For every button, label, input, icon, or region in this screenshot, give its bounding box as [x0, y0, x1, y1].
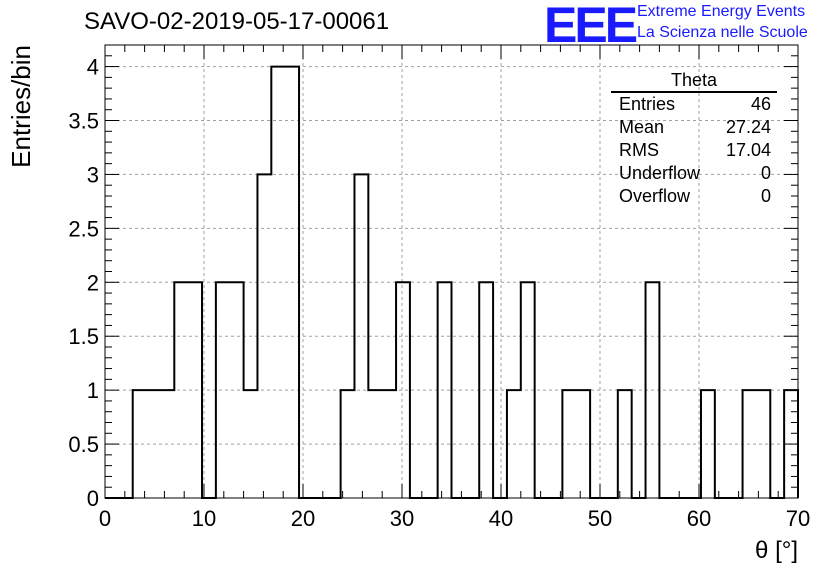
y-tick-label: 1.5: [68, 324, 99, 349]
logo-text-line2: La Scienza nelle Scuole: [637, 24, 808, 41]
stats-label: Overflow: [619, 186, 691, 206]
stats-label: Underflow: [619, 163, 701, 183]
stats-label: Entries: [619, 94, 676, 114]
stats-row-entries: Entries 46: [611, 93, 777, 116]
logo-text-line1: Extreme Energy Events: [637, 3, 806, 20]
stats-row-underflow: Underflow 0: [611, 162, 777, 185]
stats-value: 0: [760, 186, 771, 206]
y-tick-label: 2.5: [68, 216, 99, 241]
y-tick-label: 0: [87, 486, 99, 511]
x-tick-label: 0: [99, 506, 111, 531]
stats-row-overflow: Overflow 0: [611, 185, 777, 208]
x-tick-label: 60: [687, 506, 711, 531]
x-tick-label: 50: [588, 506, 612, 531]
x-tick-label: 30: [390, 506, 414, 531]
stats-value: 27.24: [725, 117, 771, 137]
stats-row-mean: Mean 27.24: [611, 116, 777, 139]
x-tick-label: 10: [192, 506, 216, 531]
stats-row-rms: RMS 17.04: [611, 139, 777, 162]
stats-box: Theta Entries 46 Mean 27.24 RMS 17.04 Un…: [611, 70, 777, 208]
x-tick-label: 20: [291, 506, 315, 531]
y-tick-label: 0.5: [68, 432, 99, 457]
stats-value: 46: [750, 94, 771, 114]
stats-label: Mean: [619, 117, 665, 137]
x-axis-label: θ [°]: [755, 537, 798, 564]
stats-value: 0: [760, 163, 771, 183]
x-tick-label: 40: [489, 506, 513, 531]
y-tick-label: 4: [87, 55, 99, 80]
eee-logo: EEE: [544, 0, 638, 53]
y-tick-label: 3.5: [68, 109, 99, 134]
chart-title: SAVO-02-2019-05-17-00061: [84, 8, 390, 35]
stats-label: RMS: [619, 140, 659, 160]
stats-value: 17.04: [725, 140, 771, 160]
x-tick-label: 70: [786, 506, 810, 531]
y-tick-label: 3: [87, 162, 99, 187]
y-tick-label: 1: [87, 378, 99, 403]
stats-title: Theta: [611, 70, 777, 93]
y-tick-label: 2: [87, 270, 99, 295]
y-axis-label: Entries/bin: [6, 45, 36, 168]
